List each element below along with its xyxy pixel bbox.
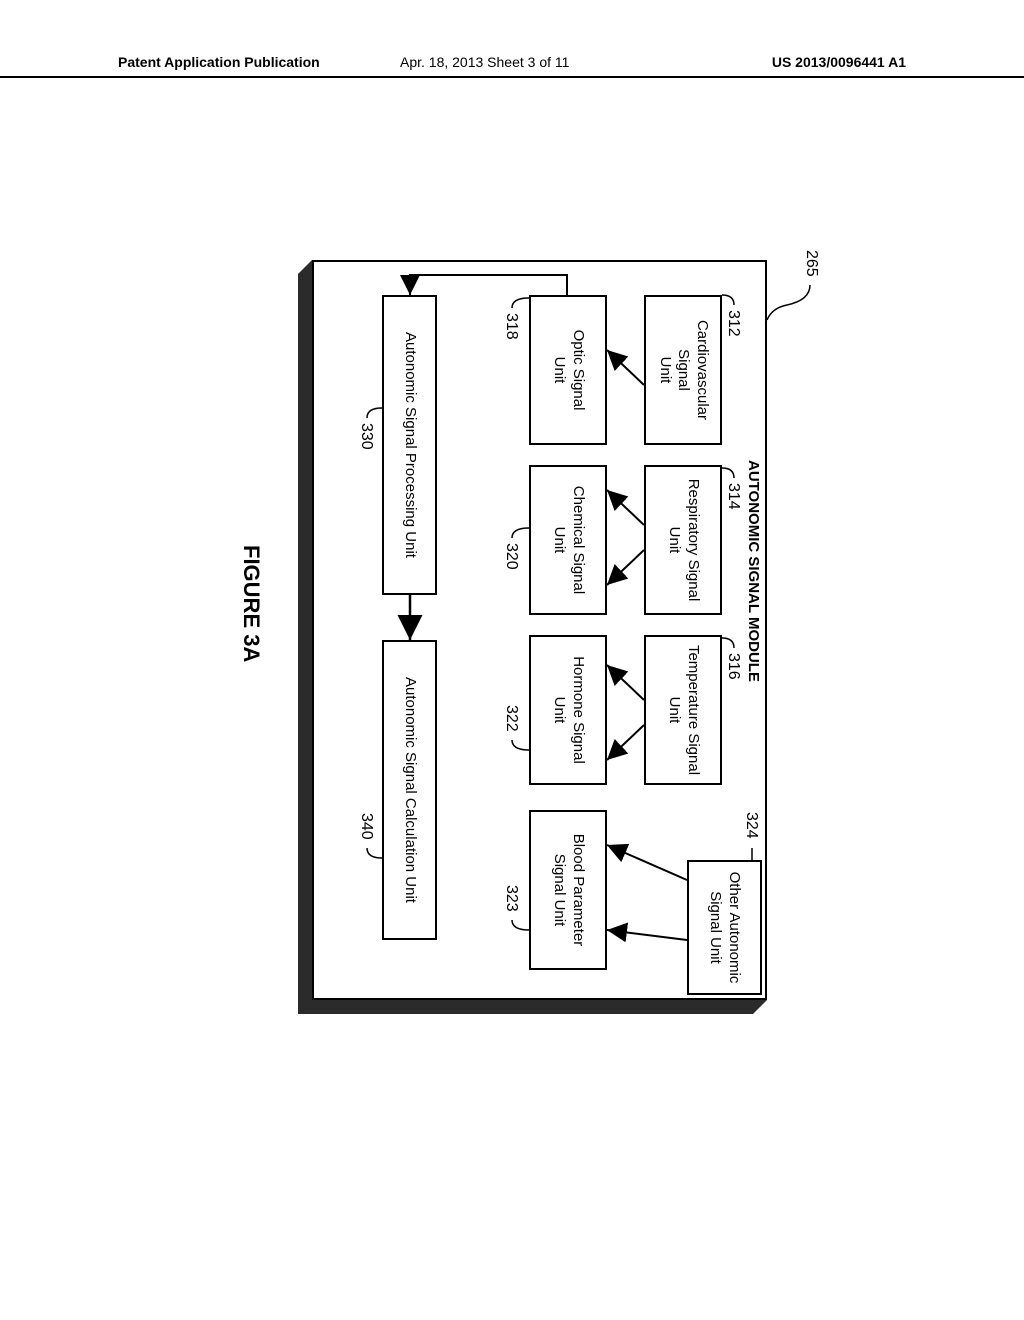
box-chemical-label: Chemical SignalUnit	[549, 486, 587, 594]
box-processing-unit-label: Autonomic Signal Processing Unit	[400, 332, 419, 558]
ref-324: 324	[742, 812, 760, 839]
box-blood-parameter: Blood ParameterSignal Unit	[529, 810, 607, 970]
box-blood-parameter-label: Blood ParameterSignal Unit	[549, 834, 587, 947]
box-optic: Optic SignalUnit	[529, 295, 607, 445]
header-mid: Apr. 18, 2013 Sheet 3 of 11	[400, 54, 569, 70]
ref-318: 318	[502, 313, 520, 340]
figure-caption: FIGURE 3A	[238, 545, 264, 662]
ref-330: 330	[357, 423, 375, 450]
header-left: Patent Application Publication	[118, 54, 320, 70]
page: Patent Application Publication Apr. 18, …	[0, 0, 1024, 1320]
ref-323: 323	[502, 885, 520, 912]
box-calculation-unit-label: Autonomic Signal Calculation Unit	[400, 677, 419, 903]
figure-rotated: 265	[202, 200, 822, 1040]
box-temperature: Temperature SignalUnit	[644, 635, 722, 785]
ref-314: 314	[724, 483, 742, 510]
ref-265: 265	[802, 250, 820, 277]
box-calculation-unit: Autonomic Signal Calculation Unit	[382, 640, 437, 940]
ref-340: 340	[357, 813, 375, 840]
box-hormone-label: Hormone SignalUnit	[549, 656, 587, 764]
box-respiratory-label: Respiratory SignalUnit	[664, 479, 702, 602]
page-header: Patent Application Publication Apr. 18, …	[0, 54, 1024, 78]
box-optic-label: Optic SignalUnit	[549, 330, 587, 411]
box-chemical: Chemical SignalUnit	[529, 465, 607, 615]
box-hormone: Hormone SignalUnit	[529, 635, 607, 785]
box-processing-unit: Autonomic Signal Processing Unit	[382, 295, 437, 595]
ref-312: 312	[724, 310, 742, 337]
ref-316: 316	[724, 653, 742, 680]
box-cardiovascular-label: CardiovascularSignalUnit	[655, 320, 711, 420]
ref-320: 320	[502, 543, 520, 570]
box-temperature-label: Temperature SignalUnit	[664, 645, 702, 775]
box-other-autonomic-label: Other AutonomicSignal Unit	[706, 872, 744, 984]
box-respiratory: Respiratory SignalUnit	[644, 465, 722, 615]
header-right: US 2013/0096441 A1	[772, 54, 906, 70]
ref-322: 322	[502, 705, 520, 732]
box-other-autonomic: Other AutonomicSignal Unit	[687, 860, 762, 995]
box-cardiovascular: CardiovascularSignalUnit	[644, 295, 722, 445]
module-title: AUTONOMIC SIGNAL MODULE	[745, 460, 762, 682]
